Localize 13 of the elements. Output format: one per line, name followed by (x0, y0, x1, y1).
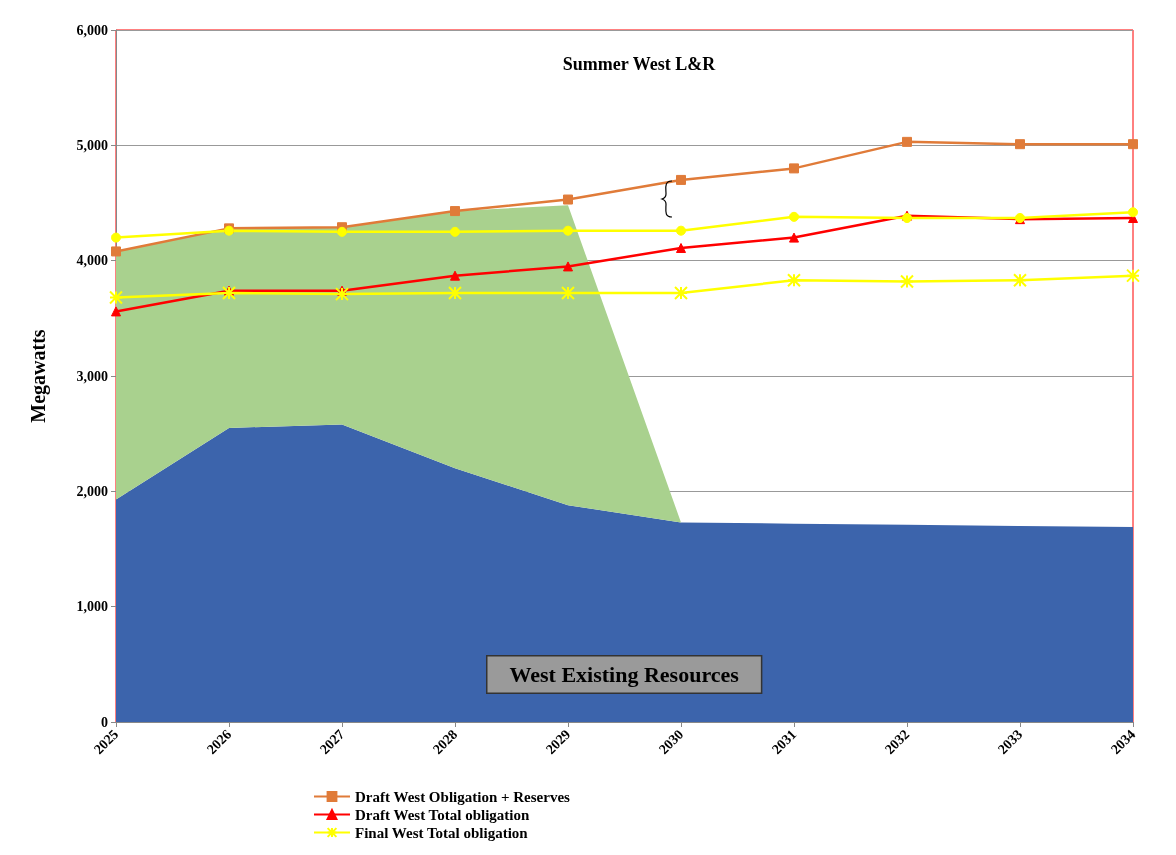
legend-label: Final West Total obligation (355, 824, 529, 841)
y-tick-label: 5,000 (76, 137, 108, 153)
y-tick-label: 4,000 (76, 253, 108, 269)
y-tick-label: 1,000 (76, 599, 108, 615)
text: Summer West L&R (562, 54, 717, 74)
y-axis-title: Megawatts (27, 329, 50, 423)
legend-label: Draft West Total obligation (355, 806, 530, 823)
legend-label: Draft West Obligation + Reserves (355, 788, 571, 805)
annotation: West Existing Resources (509, 662, 740, 687)
y-tick-label: 2,000 (76, 483, 108, 499)
y-tick-label: 6,000 (76, 22, 108, 38)
y-tick-label: 0 (101, 714, 108, 730)
y-tick-label: 3,000 (76, 368, 108, 384)
